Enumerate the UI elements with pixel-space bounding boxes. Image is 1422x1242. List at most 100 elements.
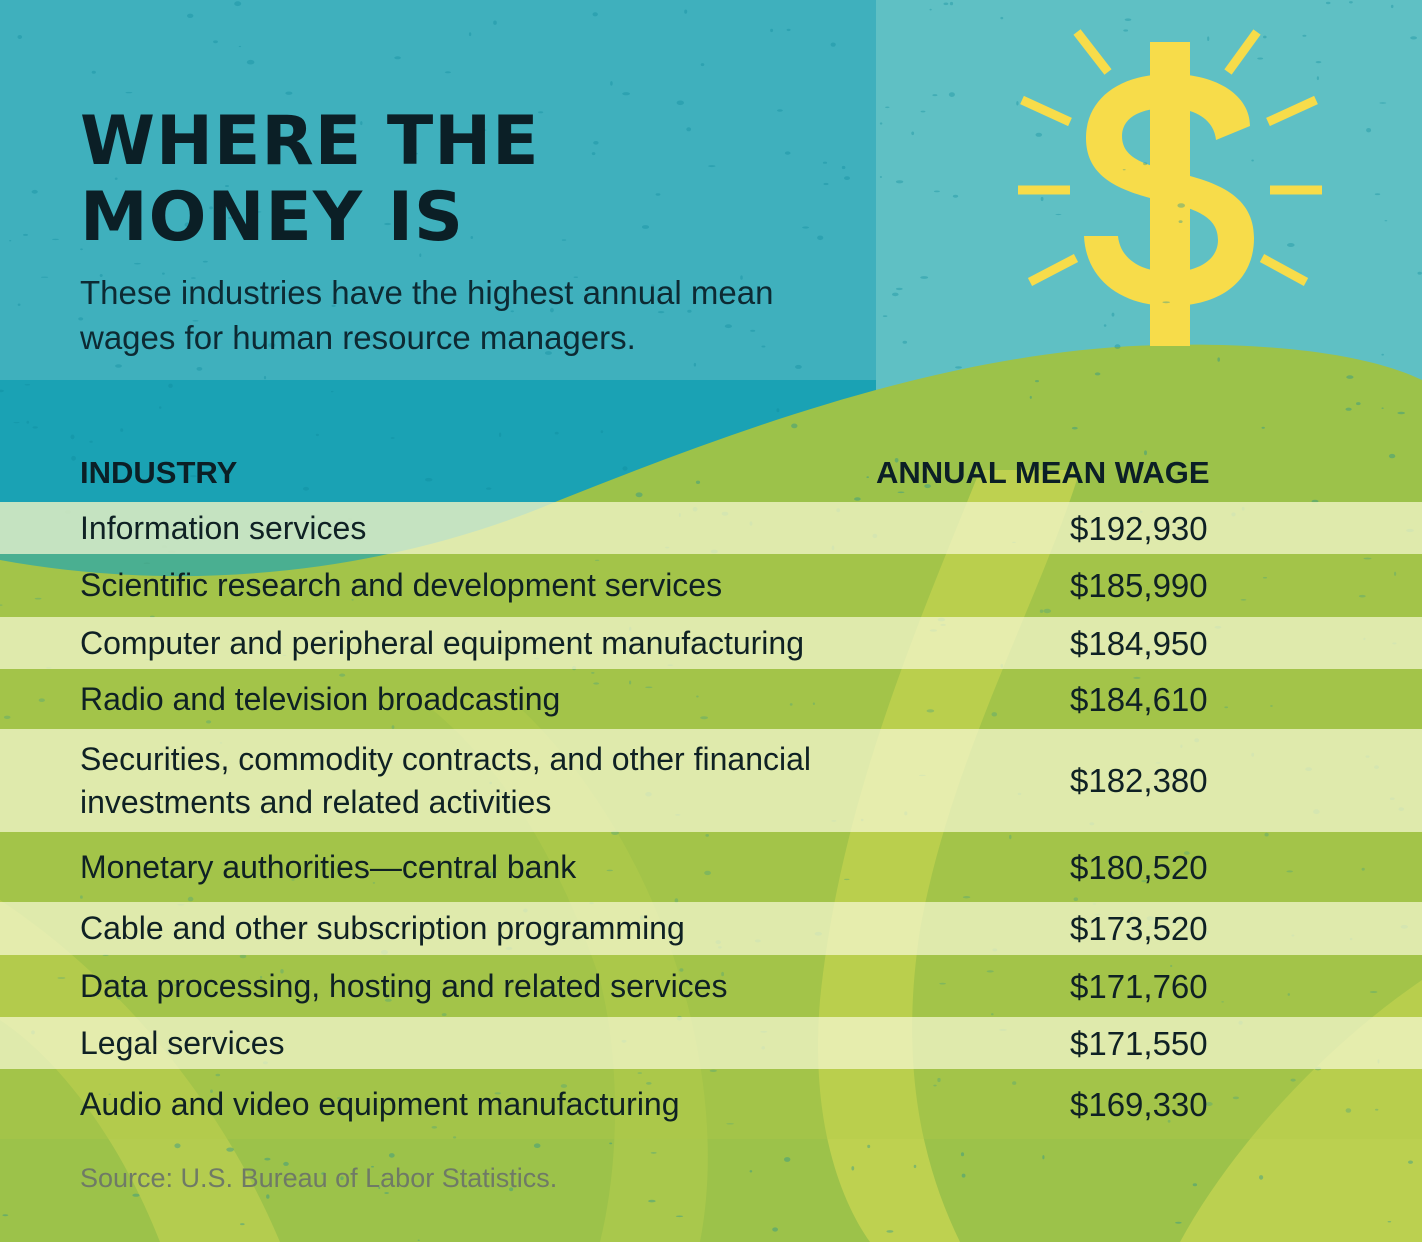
speckle — [302, 486, 310, 491]
speckle — [174, 984, 182, 987]
speckle — [1043, 608, 1052, 614]
speckle — [1141, 880, 1148, 883]
speckle — [470, 236, 474, 239]
wage-cell: $173,520 — [1070, 910, 1208, 947]
speckle — [99, 198, 102, 203]
speckle — [359, 587, 362, 591]
wage-cell: $184,950 — [1070, 624, 1208, 662]
speckle — [80, 895, 83, 899]
industry-cell: Audio and video equipment manufacturing — [80, 1085, 680, 1122]
speckle — [1287, 993, 1291, 996]
speckle — [650, 1152, 657, 1154]
industry-column-header: INDUSTRY — [80, 455, 238, 490]
industry-cell: Computer and peripheral equipment manufa… — [80, 624, 804, 661]
speckle — [761, 345, 766, 348]
speckle — [687, 309, 692, 313]
speckle — [184, 222, 192, 227]
speckle — [854, 497, 861, 501]
speckle — [817, 235, 824, 241]
speckle — [991, 1013, 994, 1016]
speckle — [1217, 357, 1220, 362]
speckle — [461, 585, 464, 587]
speckle — [777, 109, 783, 112]
speckle — [158, 406, 162, 409]
speckle — [657, 311, 665, 314]
speckle — [1192, 1183, 1198, 1187]
speckle — [340, 1176, 344, 1181]
speckle — [486, 487, 492, 490]
speckle — [52, 238, 59, 241]
speckle — [91, 70, 96, 74]
speckle — [1363, 557, 1372, 560]
speckle — [961, 1173, 966, 1178]
speckle — [1345, 407, 1352, 411]
speckle — [13, 422, 20, 424]
speckle — [1205, 1102, 1213, 1106]
speckle — [1374, 193, 1381, 196]
wage-cell: $169,330 — [1070, 1085, 1208, 1123]
speckle — [679, 968, 684, 972]
speckle — [162, 272, 165, 275]
speckle — [1177, 203, 1185, 208]
sun-rays — [1018, 29, 1322, 286]
table-row: Cable and other subscription programming… — [0, 902, 1422, 955]
speckle — [234, 1, 242, 7]
speckle — [932, 94, 938, 97]
wage-cell: $185,990 — [1070, 567, 1208, 604]
speckle — [1358, 594, 1366, 598]
speckle — [1029, 395, 1032, 399]
speckle — [351, 599, 354, 601]
sun-ray — [1027, 254, 1079, 286]
speckle — [1261, 426, 1265, 429]
speckle — [1410, 36, 1417, 40]
speckle — [629, 680, 632, 685]
speckle — [391, 725, 395, 729]
speckle — [0, 389, 4, 393]
speckle — [986, 970, 994, 973]
speckle — [1394, 571, 1397, 576]
speckle — [696, 695, 699, 698]
speckle — [851, 1166, 855, 1171]
speckle — [319, 701, 326, 704]
speckle — [693, 362, 697, 367]
speckle — [894, 458, 899, 463]
speckle — [206, 720, 212, 724]
speckle — [321, 1172, 326, 1175]
speckle — [438, 585, 442, 588]
speckle — [622, 466, 628, 471]
speckle — [1167, 1119, 1171, 1123]
speckle — [784, 151, 791, 155]
speckle — [1259, 1175, 1264, 1180]
speckle — [913, 1164, 917, 1169]
speckle — [1290, 1078, 1296, 1082]
speckle — [949, 1, 954, 6]
wage-cell: $182,380 — [1070, 762, 1208, 799]
speckle — [17, 303, 21, 306]
speckle — [238, 45, 242, 48]
speckle — [550, 307, 554, 313]
speckle — [1286, 870, 1293, 873]
speckle — [554, 431, 559, 435]
table-row: Radio and television broadcasting $184,61… — [0, 669, 1422, 729]
speckle — [1356, 402, 1361, 406]
speckle — [533, 1143, 541, 1148]
speckle — [708, 165, 716, 168]
speckle — [563, 335, 569, 337]
industry-cell: Monetary authorities—central bank — [80, 848, 577, 885]
speckle — [196, 367, 203, 371]
speckle — [57, 977, 66, 979]
speckle — [823, 182, 829, 186]
speckle — [38, 698, 45, 702]
wage-column-header: ANNUAL MEAN WAGE — [876, 455, 1210, 490]
speckle — [187, 896, 194, 902]
speckle — [210, 1089, 213, 1093]
speckle — [609, 1142, 613, 1145]
sun-ray — [1259, 254, 1309, 286]
speckle — [704, 870, 711, 876]
speckle — [726, 1123, 734, 1125]
speckle — [372, 882, 376, 884]
speckle — [705, 834, 709, 837]
speckle — [867, 1144, 871, 1149]
speckle — [911, 131, 915, 136]
speckle — [106, 135, 110, 137]
